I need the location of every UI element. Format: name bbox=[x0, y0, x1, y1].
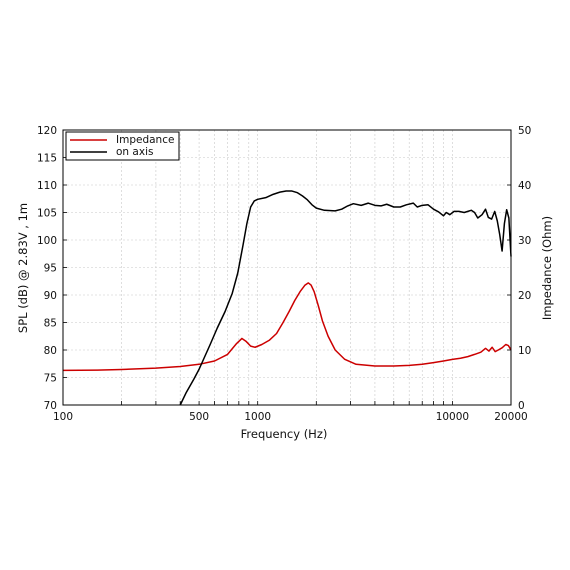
legend-label-on-axis: on axis bbox=[116, 146, 153, 158]
y2-tick-label: 40 bbox=[518, 180, 531, 192]
series-line-on-axis bbox=[179, 190, 512, 406]
x-tick-label: 500 bbox=[189, 411, 209, 423]
legend-label-impedance: Impedance bbox=[116, 134, 174, 146]
series-line-impedance bbox=[62, 282, 512, 372]
y-axis-title: SPL (dB) @ 2.83V , 1m bbox=[16, 203, 30, 333]
y-tick-label: 95 bbox=[44, 263, 57, 275]
y-tick-label: 115 bbox=[37, 153, 57, 165]
y-tick-label: 105 bbox=[37, 208, 57, 220]
y2-axis-title: Impedance (Ohm) bbox=[540, 216, 554, 320]
y2-tick-label: 10 bbox=[518, 345, 531, 357]
legend: Impedance on axis bbox=[65, 131, 180, 161]
x-tick-label: 20000 bbox=[494, 411, 527, 423]
x-tick-label: 1000 bbox=[244, 411, 271, 423]
x-tick-label: 10000 bbox=[436, 411, 469, 423]
tick-layer: 70 75 80 85 90 95 100 105 110 115 120 0 10 20 30 40 50 10… bbox=[37, 125, 531, 423]
y2-tick-label: 50 bbox=[518, 125, 531, 137]
y2-tick-label: 0 bbox=[518, 400, 525, 412]
x-axis-title: Frequency (Hz) bbox=[241, 427, 328, 441]
y-tick-label: 90 bbox=[44, 290, 57, 302]
y2-tick-label: 20 bbox=[518, 290, 531, 302]
x-tick-label: 100 bbox=[53, 411, 73, 423]
series-layer bbox=[62, 190, 512, 406]
y2-tick-label: 30 bbox=[518, 235, 531, 247]
legend-box bbox=[65, 131, 180, 161]
y-tick-label: 100 bbox=[37, 235, 57, 247]
y-tick-label: 70 bbox=[44, 400, 57, 412]
y-tick-label: 110 bbox=[37, 180, 57, 192]
y-tick-label: 80 bbox=[44, 345, 57, 357]
y-tick-label: 120 bbox=[37, 125, 57, 137]
y-tick-label: 85 bbox=[44, 318, 57, 330]
y-tick-label: 75 bbox=[44, 373, 57, 385]
